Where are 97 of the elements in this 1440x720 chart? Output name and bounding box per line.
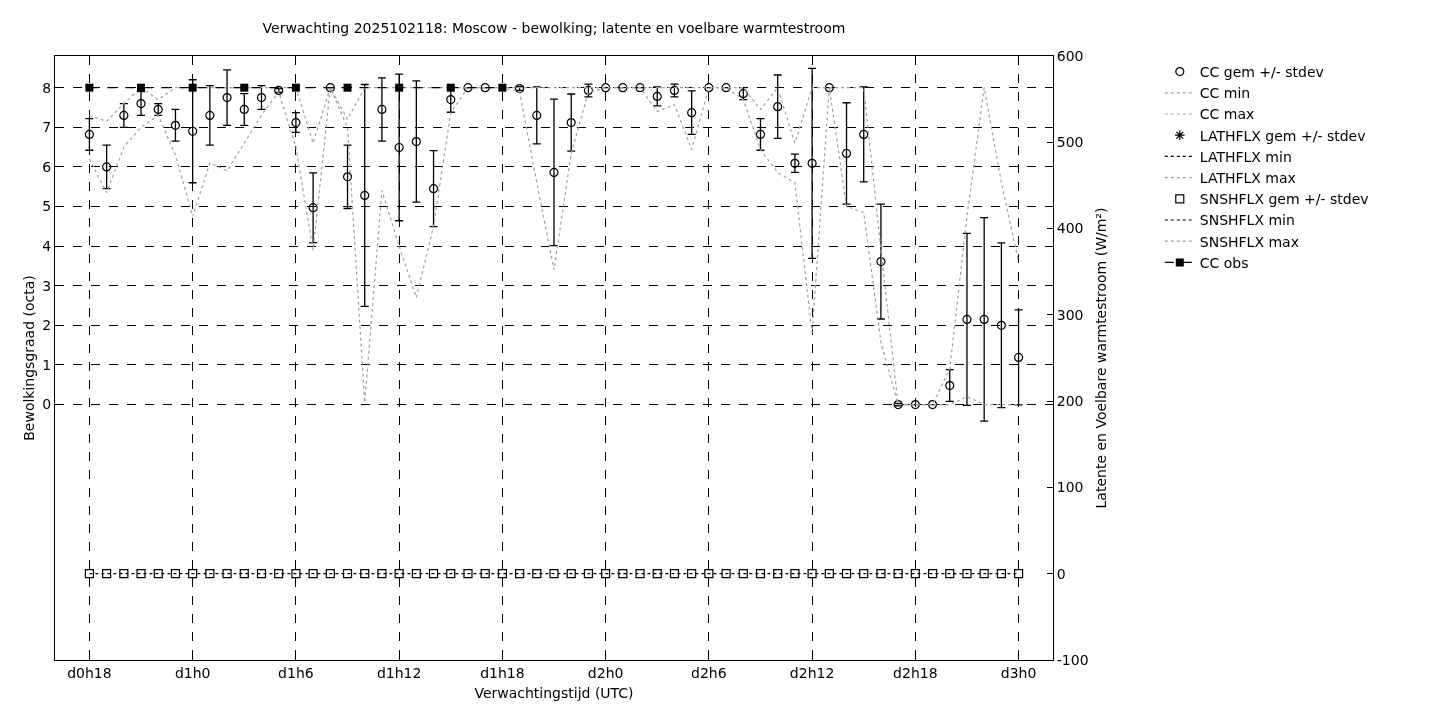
point [240, 83, 249, 92]
point [188, 83, 197, 92]
point [773, 102, 783, 112]
x-tick-label: d1h0 [174, 664, 211, 681]
point [480, 83, 490, 93]
x-axis-title: Verwachtingstijd (UTC) [474, 685, 634, 702]
x-tick-label: d2h12 [789, 664, 835, 681]
point [635, 83, 645, 93]
point [360, 190, 370, 201]
y-tick-label: 7 [42, 119, 52, 136]
y2-tick-label: 500 [1056, 134, 1084, 151]
y-tick-label: 1 [42, 356, 52, 373]
legend-label: LATHFLX gem +/- stdev [1199, 127, 1366, 144]
point [256, 92, 267, 103]
legend-label: CC max [1199, 106, 1255, 123]
point [498, 83, 507, 92]
point [291, 117, 301, 128]
point [446, 94, 456, 105]
y2-tick-label: 0 [1056, 565, 1066, 582]
point [566, 117, 576, 128]
legend-label: CC min [1199, 85, 1251, 102]
point [342, 172, 353, 182]
point [962, 314, 972, 324]
y2-tick-label: 100 [1056, 479, 1084, 496]
point [618, 83, 628, 93]
point [325, 83, 335, 93]
x-tick-label: d2h6 [691, 664, 727, 681]
point [549, 167, 559, 178]
point [945, 380, 955, 391]
x-tick-label: d0h18 [67, 664, 112, 681]
point [876, 256, 886, 267]
y2-tick-label: 600 [1056, 47, 1084, 64]
point [394, 142, 404, 153]
point [532, 110, 542, 121]
point [652, 91, 662, 101]
point [84, 129, 95, 140]
y2-tick-label: 400 [1056, 220, 1084, 237]
point [927, 399, 938, 410]
point [291, 83, 300, 92]
legend-label: CC gem +/- stdev [1199, 64, 1324, 81]
x-tick-label: d3h0 [1000, 664, 1037, 681]
y2-tick-label: -100 [1056, 651, 1089, 668]
point [841, 148, 852, 159]
y-tick-label: 3 [42, 277, 52, 294]
y-tick-label: 5 [42, 198, 52, 215]
legend-label: SNSHFLX gem +/- stdev [1199, 191, 1369, 208]
y2-tick-label: 200 [1056, 393, 1084, 410]
point [136, 98, 146, 109]
x-tick-label: d2h18 [893, 664, 938, 681]
point [222, 92, 232, 103]
point [85, 83, 94, 92]
x-tick-label: d1h12 [376, 664, 422, 681]
y2-axis-title: Latente en Voelbare warmtestroom (W/m²) [1092, 207, 1109, 509]
x-tick-label: d2h0 [587, 664, 624, 681]
y-tick-label: 4 [42, 238, 52, 255]
point [463, 83, 473, 93]
legend-label: LATHFLX max [1199, 170, 1296, 187]
point [824, 83, 834, 93]
y-tick-label: 6 [42, 158, 52, 175]
point [411, 136, 421, 147]
point [859, 129, 869, 140]
point [119, 110, 129, 121]
y-tick-label: 8 [42, 79, 52, 96]
x-tick-label: d1h6 [278, 664, 314, 681]
point [1013, 352, 1024, 363]
point [188, 126, 198, 136]
point [395, 83, 404, 92]
x-tick-label: d1h18 [480, 664, 525, 681]
point [205, 110, 215, 121]
legend-label: SNSHFLX max [1199, 233, 1299, 250]
y-tick-label: 0 [42, 396, 52, 413]
point [428, 184, 439, 194]
point [996, 320, 1006, 330]
y-tick-label: 2 [42, 317, 52, 334]
point [137, 83, 146, 92]
y-axis-title: Bewolkingsgraad (octa) [20, 275, 37, 441]
chart-title: Verwachting 2025102118: Moscow - bewolking; latente en voelbare warmtestroom [262, 19, 846, 36]
point [102, 162, 112, 172]
point [910, 399, 920, 410]
point [704, 83, 714, 93]
legend-label: CC obs [1199, 254, 1249, 271]
point [308, 203, 318, 213]
point [343, 83, 352, 92]
point [377, 104, 387, 115]
point [979, 314, 989, 324]
point [755, 129, 766, 140]
point [807, 158, 817, 168]
legend-label: SNSHFLX min [1199, 212, 1295, 229]
point [687, 108, 697, 118]
point [446, 83, 455, 92]
legend-label: LATHFLX min [1199, 148, 1292, 165]
point [239, 104, 249, 115]
y2-tick-label: 300 [1056, 306, 1084, 323]
point [790, 158, 800, 168]
point [170, 120, 181, 130]
point [601, 83, 611, 93]
point [721, 83, 731, 93]
